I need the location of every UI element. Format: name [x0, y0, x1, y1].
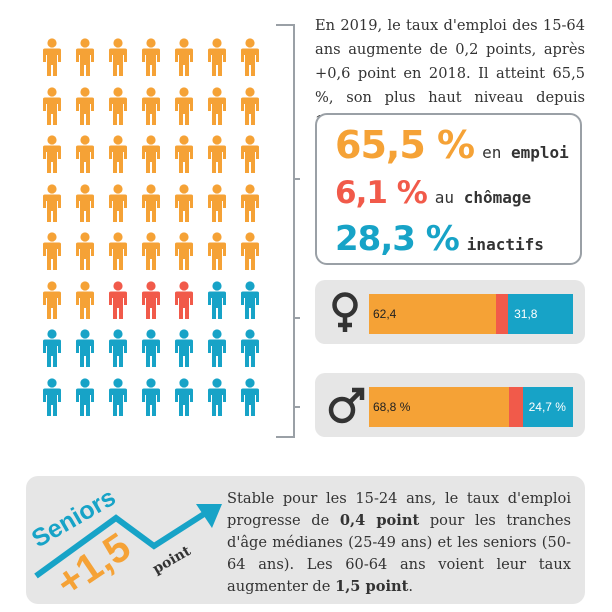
- stat-unemployment: 6,1 % au chômage: [335, 175, 531, 211]
- stat-inactive: 28,3 % inactifs: [335, 219, 544, 259]
- women-inactive-segment: 31,8: [508, 294, 573, 334]
- male-symbol-icon: [328, 387, 365, 424]
- person-icon: [106, 38, 130, 78]
- person-icon: [205, 329, 229, 369]
- person-icon: [106, 329, 130, 369]
- men-bar: 68,8 % 24,7 %: [369, 387, 573, 427]
- person-icon: [73, 135, 97, 175]
- person-icon: [238, 329, 262, 369]
- men-employment-segment: 68,8 %: [369, 387, 510, 427]
- person-icon: [172, 329, 196, 369]
- person-icon: [205, 86, 229, 127]
- person-icon: [238, 38, 262, 78]
- stat-unemployment-value: 6,1 %: [335, 175, 428, 211]
- seniors-description: Stable pour les 15-24 ans, le taux d'emp…: [227, 490, 572, 595]
- person-icon: [172, 232, 196, 272]
- person-icon: [238, 86, 262, 127]
- person-icon: [172, 38, 196, 78]
- person-icon: [106, 86, 130, 127]
- men-unemployment-segment: [509, 387, 523, 427]
- person-icon: [139, 280, 163, 321]
- bracket-connector: [276, 24, 300, 438]
- seniors-trend-graphic: Seniors +1,5 point: [27, 483, 222, 604]
- stat-employment-value: 65,5 %: [335, 123, 475, 167]
- female-symbol-icon: [332, 292, 358, 332]
- stat-employment-label: en emploi: [482, 143, 569, 162]
- person-icon: [238, 377, 262, 418]
- person-icon: [40, 280, 64, 321]
- person-icon: [73, 280, 97, 321]
- person-icon: [139, 135, 163, 175]
- person-icon: [40, 38, 64, 78]
- person-icon: [73, 232, 97, 272]
- person-icon: [139, 86, 163, 127]
- seniors-unit: point: [150, 543, 194, 578]
- person-icon: [172, 135, 196, 175]
- person-icon: [205, 38, 229, 78]
- person-icon: [139, 377, 163, 418]
- person-icon: [40, 135, 64, 175]
- intro-text: En 2019, le taux d'emploi des 15-64 ans …: [315, 17, 585, 130]
- person-icon: [238, 183, 262, 224]
- person-icon: [139, 183, 163, 224]
- person-icon: [73, 38, 97, 78]
- person-icon: [139, 329, 163, 369]
- stats-box: 65,5 % en emploi 6,1 % au chômage 28,3 % in…: [315, 113, 582, 265]
- person-icon: [106, 232, 130, 272]
- person-icon: [40, 329, 64, 369]
- person-icon: [106, 135, 130, 175]
- person-icon: [205, 232, 229, 272]
- person-icon: [73, 86, 97, 127]
- women-bar: 62,4 31,8: [369, 294, 573, 334]
- person-icon: [73, 329, 97, 369]
- person-icon: [73, 183, 97, 224]
- person-icon: [40, 86, 64, 127]
- stat-unemployment-label: au chômage: [434, 188, 532, 207]
- women-panel: 62,4 31,8: [315, 280, 585, 344]
- person-icon: [172, 86, 196, 127]
- person-icon: [106, 183, 130, 224]
- person-icon: [40, 377, 64, 418]
- person-icon: [40, 232, 64, 272]
- person-icon: [238, 135, 262, 175]
- person-icon: [205, 135, 229, 175]
- person-icon: [73, 377, 97, 418]
- person-icon: [205, 183, 229, 224]
- stat-employment: 65,5 % en emploi: [335, 123, 569, 167]
- person-icon: [238, 232, 262, 272]
- person-icon: [40, 183, 64, 224]
- women-employment-segment: 62,4: [369, 294, 497, 334]
- person-icon: [106, 377, 130, 418]
- women-unemployment-segment: [496, 294, 509, 334]
- men-inactive-segment: 24,7 %: [522, 387, 573, 427]
- men-panel: 68,8 % 24,7 %: [315, 373, 585, 437]
- stat-inactive-label: inactifs: [466, 235, 544, 254]
- person-icon: [238, 280, 262, 321]
- stat-inactive-value: 28,3 %: [335, 219, 460, 259]
- person-icon: [172, 183, 196, 224]
- person-icon: [172, 377, 196, 418]
- person-icon: [106, 280, 130, 321]
- person-icon: [172, 280, 196, 321]
- person-icon: [139, 38, 163, 78]
- seniors-panel: Seniors +1,5 point Stable pour les 15-24…: [26, 476, 585, 604]
- person-icon: [205, 377, 229, 418]
- person-icon: [139, 232, 163, 272]
- person-icon: [205, 280, 229, 321]
